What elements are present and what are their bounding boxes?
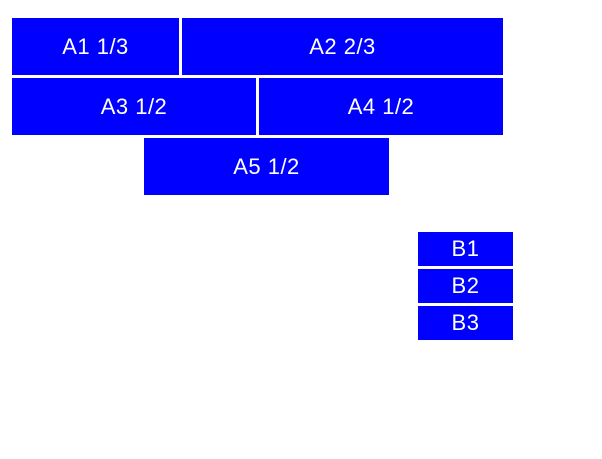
box-b1[interactable]: B1: [418, 232, 513, 266]
box-a5[interactable]: A5 1/2: [144, 138, 389, 195]
box-b2[interactable]: B2: [418, 269, 513, 303]
box-a4[interactable]: A4 1/2: [259, 78, 503, 135]
box-a3[interactable]: A3 1/2: [12, 78, 256, 135]
box-a1[interactable]: A1 1/3: [12, 18, 179, 75]
box-a2[interactable]: A2 2/3: [182, 18, 503, 75]
box-b3[interactable]: B3: [418, 306, 513, 340]
